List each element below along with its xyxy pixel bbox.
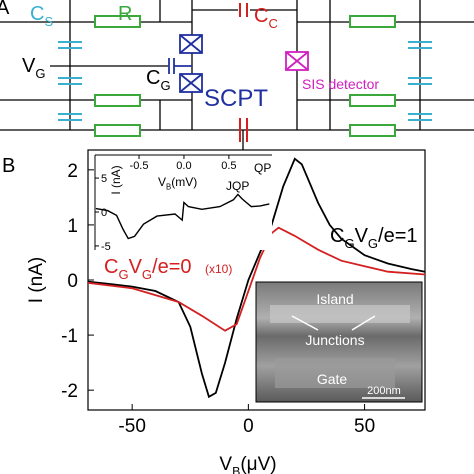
sis-label: SIS detector: [302, 76, 379, 92]
junctions: [168, 34, 203, 93]
inset-line: [95, 193, 270, 240]
sem-image: [255, 281, 423, 403]
qp-label: QP: [254, 161, 271, 175]
red-note: (x10): [205, 262, 232, 276]
inset-x-label-part: (mV): [171, 175, 197, 189]
legend-red-part: G: [118, 267, 128, 282]
legend-red-part: C: [104, 256, 118, 278]
r-label: R: [118, 3, 132, 25]
inset-x-label: VB(mV): [158, 175, 197, 192]
y-tick-label: 1: [67, 216, 78, 237]
inset-x-tick-label: 0.0: [176, 160, 191, 172]
legend-red-part: /e=0: [152, 256, 191, 278]
vg-label-part: G: [35, 66, 45, 81]
inset-x-label-part: V: [158, 175, 166, 189]
inset-x-label-part: B: [166, 183, 171, 192]
resistors: [94, 15, 396, 137]
x-axis-label-part: V: [219, 454, 232, 474]
gate-label: Gate: [317, 371, 348, 387]
coupling-capacitors: [239, 3, 248, 142]
sem-labels: Island Junctions Gate 200nm: [305, 291, 400, 397]
x-axis-label-part: B: [232, 465, 240, 474]
cc-label: CC: [254, 5, 278, 31]
scale-label: 200nm: [367, 385, 401, 397]
island-label: Island: [316, 291, 353, 307]
x-tick-label: -50: [118, 416, 145, 437]
legend-black-part: G: [344, 236, 354, 251]
cg-label-part: G: [160, 78, 170, 93]
legend-red: CGVG/e=0: [104, 256, 192, 282]
capacitors: [58, 41, 432, 121]
inset-y-label: I (nA): [109, 165, 123, 194]
y-axis-label: I (nA): [26, 257, 47, 303]
y-tick-label: -1: [61, 326, 78, 347]
inset-y-tick-label: 5: [101, 173, 107, 185]
y-tick-label: 0: [67, 271, 78, 292]
panel-label: A: [0, 0, 10, 19]
scpt-label: SCPT: [204, 85, 268, 112]
legend-black-part: V: [355, 225, 369, 247]
junctions-label: Junctions: [305, 332, 364, 348]
legend-red-part: G: [142, 267, 152, 282]
panel-label: B: [2, 155, 15, 177]
x-tick-label: 50: [354, 416, 375, 437]
sis-junction: [285, 51, 309, 71]
circuit: [0, 0, 474, 150]
vg-label: VG: [22, 55, 45, 81]
legend-black-part: C: [330, 225, 344, 247]
cs-label: CS: [30, 3, 53, 29]
cs-label-part: S: [44, 14, 53, 29]
inset-x-tick-label: -0.5: [130, 160, 149, 172]
cg-label: CG: [146, 67, 171, 93]
legend-red-part: V: [129, 256, 143, 278]
cg-label-part: C: [146, 67, 160, 89]
x-axis-label: VB(μV): [219, 454, 276, 474]
legend-black-part: /e=1: [378, 225, 417, 247]
cc-label-part: C: [268, 16, 277, 31]
jqp-label: JQP: [226, 179, 249, 193]
inset-y-tick-label: -5: [101, 241, 111, 253]
legend-black-part: G: [368, 236, 378, 251]
cc-label-part: C: [254, 5, 268, 27]
vg-label-part: V: [22, 55, 36, 77]
x-axis-label-part: (μV): [240, 454, 276, 474]
inset-y-tick-label: 0: [101, 207, 107, 219]
inset-x-tick-label: 0.5: [221, 160, 236, 172]
legend-black: CGVG/e=1: [330, 225, 418, 251]
y-tick-label: 2: [67, 161, 78, 182]
y-tick-label: -2: [61, 381, 78, 402]
x-tick-label: 0: [243, 416, 254, 437]
cs-label-part: C: [30, 3, 44, 25]
